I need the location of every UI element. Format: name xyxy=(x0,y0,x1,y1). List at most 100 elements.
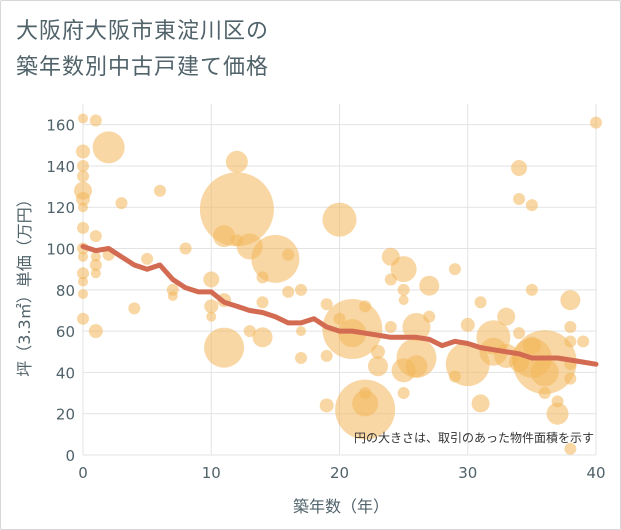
x-tick-label: 40 xyxy=(586,464,605,482)
bubble-point xyxy=(251,234,300,283)
y-axis-ticks: 0 20 40 60 80 100 120 140 160 xyxy=(46,117,75,465)
bubble-point xyxy=(252,327,273,348)
bubble-point xyxy=(320,349,333,362)
bubble-point xyxy=(590,116,602,129)
bubble-point xyxy=(78,113,88,124)
x-tick-label: 10 xyxy=(202,464,221,482)
y-tick-label: 100 xyxy=(46,241,75,259)
chart-title-line-2: 築年数別中古戸建て価格 xyxy=(16,55,270,80)
bubble-point xyxy=(77,267,89,280)
bubble-point xyxy=(564,442,577,455)
bubble-point xyxy=(538,387,551,400)
y-tick-label: 20 xyxy=(56,406,75,424)
bubble-point xyxy=(203,271,220,288)
bubble-point xyxy=(78,251,88,262)
bubble-point xyxy=(78,202,88,213)
bubble-point xyxy=(296,326,307,337)
bubble-point xyxy=(282,248,295,261)
bubble-point xyxy=(474,296,487,309)
bubble-point xyxy=(513,192,526,205)
bubble-point xyxy=(423,310,436,323)
bubble-point xyxy=(78,276,88,287)
y-tick-label: 160 xyxy=(46,117,75,135)
bubble-point xyxy=(282,285,295,298)
x-tick-label: 30 xyxy=(458,464,477,482)
bubble-point xyxy=(560,290,581,311)
bubble-point xyxy=(77,159,89,172)
bubble-point xyxy=(370,344,385,359)
y-tick-label: 140 xyxy=(46,158,75,176)
bubble-point xyxy=(530,358,559,387)
bubble-point xyxy=(359,387,372,400)
chart-title: 大阪府大阪市東淀川区の 築年数別中古戸建て価格 xyxy=(16,14,269,86)
bubble-layer xyxy=(74,113,602,455)
bubble-point xyxy=(199,172,274,247)
bubble-point xyxy=(128,302,141,315)
bubble-point xyxy=(89,259,102,272)
bubble-point xyxy=(319,398,334,413)
bubble-point xyxy=(153,184,166,197)
bubble-point xyxy=(141,252,154,265)
bubble-point xyxy=(88,324,103,339)
x-tick-label: 0 xyxy=(78,464,88,482)
bubble-point xyxy=(445,342,490,387)
y-tick-label: 80 xyxy=(56,282,75,300)
bubble-point xyxy=(78,288,88,299)
bubble-point xyxy=(513,327,526,340)
bubble-point xyxy=(390,256,417,283)
bubble-point xyxy=(352,390,379,417)
y-axis-label: 坪（3.3㎡）単価（万円） xyxy=(15,191,34,376)
bubble-point xyxy=(77,312,89,325)
bubble-point xyxy=(546,402,569,425)
bubble-size-note: 円の大きさは、取引のあった物件面積を示す xyxy=(354,430,594,445)
bubble-point xyxy=(460,317,475,332)
chart-title-line-1: 大阪府大阪市東淀川区の xyxy=(16,19,270,44)
bubble-point xyxy=(89,230,102,243)
bubble-point xyxy=(204,299,219,314)
bubble-point xyxy=(76,191,90,206)
bubble-point xyxy=(525,199,538,212)
bubble-point xyxy=(359,300,372,313)
bubble-point xyxy=(564,372,577,385)
bubble-point xyxy=(405,355,428,378)
bubble-point xyxy=(89,114,102,127)
bubble-point xyxy=(320,298,333,311)
bubble-point xyxy=(471,394,490,413)
bubble-point xyxy=(511,160,528,177)
bubble-point xyxy=(76,144,90,159)
bubble-point xyxy=(397,387,410,400)
bubble-point xyxy=(525,283,538,296)
x-axis-label: 築年数（年） xyxy=(293,497,389,516)
bubble-point xyxy=(419,275,440,296)
bubble-point xyxy=(551,395,564,408)
bubble-point xyxy=(577,335,590,348)
y-tick-label: 40 xyxy=(56,364,75,382)
y-tick-label: 0 xyxy=(65,447,75,465)
bubble-point xyxy=(322,202,357,237)
bubble-point xyxy=(256,296,269,309)
y-tick-label: 120 xyxy=(46,199,75,217)
bubble-point xyxy=(77,221,89,234)
x-tick-label: 20 xyxy=(330,464,349,482)
trend-line xyxy=(80,244,599,367)
bubble-point xyxy=(92,131,125,164)
x-axis-ticks: 0 10 20 30 40 xyxy=(78,464,605,482)
bubble-point xyxy=(295,351,308,364)
bubble-point xyxy=(397,283,410,296)
bubble-point xyxy=(90,251,101,262)
bubble-point xyxy=(564,335,577,348)
bubble-point xyxy=(90,268,101,279)
bubble-point xyxy=(179,242,192,255)
bubble-point xyxy=(384,320,397,333)
bubble-point xyxy=(204,327,245,368)
bubble-point xyxy=(77,170,89,183)
bubble-point xyxy=(206,311,217,322)
bubble-point xyxy=(225,150,248,173)
bubble-point xyxy=(295,283,308,296)
bubble-point xyxy=(402,312,431,341)
bubble-point xyxy=(115,197,128,210)
bubble-point xyxy=(564,320,577,333)
bubble-point xyxy=(398,295,409,306)
